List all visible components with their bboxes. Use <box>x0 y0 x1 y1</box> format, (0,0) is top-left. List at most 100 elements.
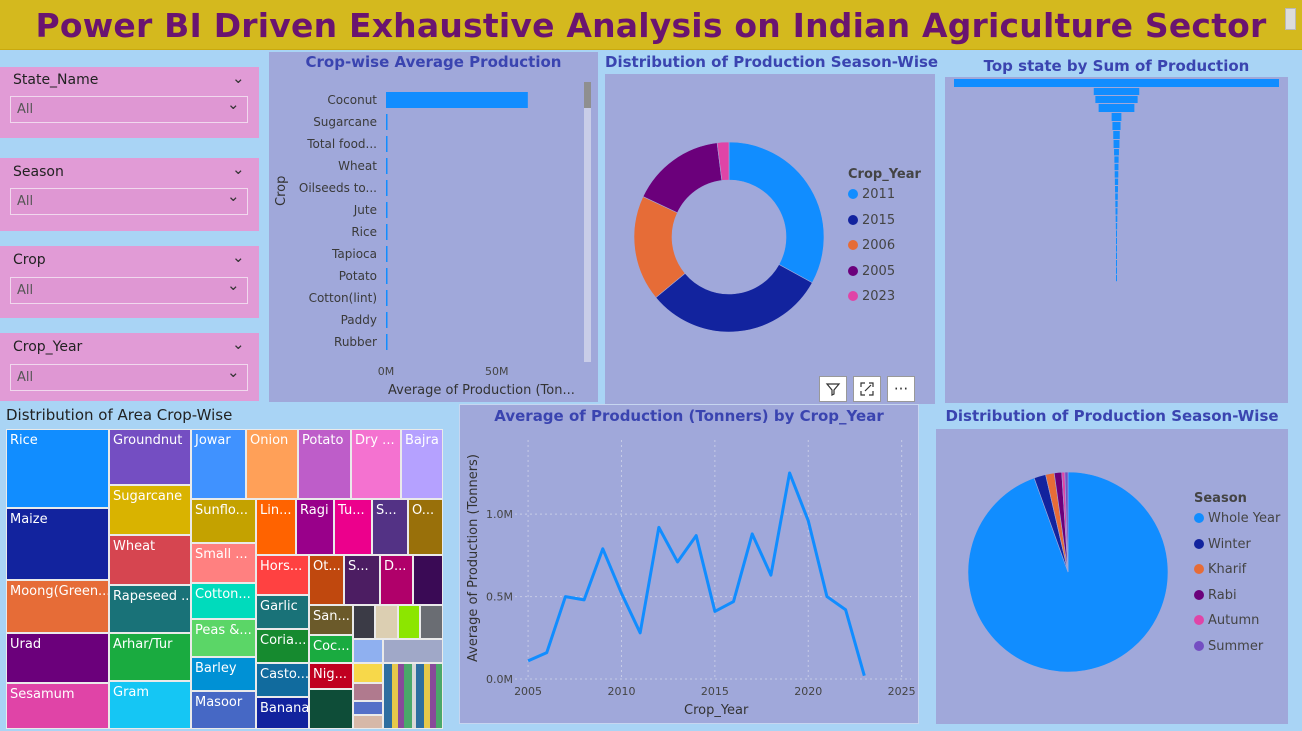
legend-item[interactable]: 2023 <box>848 289 895 315</box>
year-donut-chart[interactable] <box>605 74 845 404</box>
bar[interactable] <box>386 92 528 108</box>
treemap-cell[interactable]: Bajra <box>401 429 443 499</box>
treemap-cell[interactable]: Lin... <box>256 499 296 555</box>
treemap-cell[interactable]: Maize <box>6 508 109 580</box>
funnel-bar[interactable] <box>954 79 1279 87</box>
treemap-cell[interactable]: Casto... <box>256 663 309 697</box>
legend-item[interactable]: Kharif <box>1194 562 1280 588</box>
funnel-bar[interactable] <box>1116 237 1117 245</box>
area-treemap[interactable]: Rice Maize Moong(Green... Urad Sesamum G… <box>6 429 443 729</box>
funnel-bar[interactable] <box>1115 215 1118 222</box>
treemap-cell[interactable] <box>353 605 375 639</box>
slicer-dropdown[interactable]: All ⌄ <box>10 187 248 215</box>
treemap-cell[interactable]: Wheat <box>109 535 191 585</box>
funnel-bar[interactable] <box>1112 122 1121 130</box>
year-line-panel[interactable] <box>459 404 919 724</box>
treemap-cell[interactable] <box>353 683 383 701</box>
bar[interactable] <box>386 202 388 218</box>
treemap-cell[interactable] <box>383 639 443 663</box>
treemap-cell[interactable]: Rapeseed ... <box>109 585 191 633</box>
slicer-state-name[interactable]: State_Name ⌄ All ⌄ <box>0 67 259 138</box>
funnel-bar[interactable] <box>1116 230 1117 237</box>
slicer-crop-year[interactable]: Crop_Year ⌄ All ⌄ <box>0 333 259 401</box>
funnel-bar[interactable] <box>1114 149 1119 156</box>
slicer-dropdown[interactable]: All ⌄ <box>10 363 248 391</box>
treemap-cell[interactable]: Gram <box>109 681 191 729</box>
funnel-bar[interactable] <box>1093 88 1140 95</box>
funnel-bar[interactable] <box>1115 193 1118 200</box>
bar[interactable] <box>386 136 388 152</box>
treemap-cell[interactable] <box>353 663 383 683</box>
bar[interactable] <box>386 114 388 130</box>
treemap-cell[interactable]: Moong(Green... <box>6 580 109 633</box>
funnel-bar[interactable] <box>1116 252 1117 259</box>
bar[interactable] <box>386 180 388 196</box>
slice[interactable] <box>1064 471 1069 573</box>
chevron-down-icon[interactable]: ⌄ <box>232 160 245 178</box>
treemap-cell[interactable]: Sugarcane <box>109 485 191 535</box>
page-scrollbar[interactable] <box>1285 8 1296 30</box>
state-funnel-chart[interactable] <box>945 77 1288 403</box>
chevron-down-icon[interactable]: ⌄ <box>232 69 245 87</box>
funnel-bar[interactable] <box>1098 104 1135 112</box>
bar[interactable] <box>386 246 388 262</box>
bar[interactable] <box>386 334 388 350</box>
legend-item[interactable]: 2006 <box>848 238 895 264</box>
treemap-cell[interactable]: O... <box>408 499 443 555</box>
treemap-cell[interactable]: Sunflo... <box>191 499 256 543</box>
treemap-cell[interactable]: Rice <box>6 429 109 508</box>
treemap-cell[interactable]: Coria... <box>256 629 309 663</box>
funnel-bar[interactable] <box>1114 178 1119 185</box>
treemap-cell[interactable]: Groundnut <box>109 429 191 485</box>
treemap-cell[interactable]: Banana <box>256 697 309 729</box>
slicer-dropdown[interactable]: All ⌄ <box>10 276 248 304</box>
funnel-bar[interactable] <box>1114 156 1119 163</box>
funnel-bar[interactable] <box>1115 208 1118 215</box>
treemap-cell[interactable]: Arhar/Tur <box>109 633 191 681</box>
slice[interactable] <box>716 141 730 181</box>
funnel-bar[interactable] <box>1116 267 1117 274</box>
treemap-cell[interactable]: Ot... <box>309 555 344 605</box>
treemap-cell[interactable]: Garlic <box>256 595 309 629</box>
slice[interactable] <box>728 141 825 284</box>
treemap-cell[interactable]: D... <box>380 555 413 605</box>
funnel-bar[interactable] <box>1116 245 1117 252</box>
slicer-dropdown[interactable]: All ⌄ <box>10 95 248 123</box>
crop-bar-chart[interactable]: Coconut Sugarcane Total food... Wheat Oilsee… <box>269 72 598 402</box>
treemap-cell[interactable]: Potato <box>298 429 351 499</box>
bar[interactable] <box>386 312 388 328</box>
slice[interactable] <box>655 264 813 333</box>
treemap-cell[interactable]: S... <box>344 555 380 605</box>
funnel-bar[interactable] <box>1115 223 1118 230</box>
funnel-bar[interactable] <box>1115 200 1118 208</box>
legend-item[interactable]: 2005 <box>848 264 895 290</box>
treemap-cell[interactable]: S... <box>372 499 408 555</box>
treemap-cell[interactable] <box>375 605 398 639</box>
legend-item[interactable]: Whole Year <box>1194 511 1280 537</box>
slicer-crop[interactable]: Crop ⌄ All ⌄ <box>0 246 259 318</box>
funnel-bar[interactable] <box>1113 131 1120 139</box>
treemap-cell[interactable]: Cotton... <box>191 583 256 619</box>
legend-item[interactable]: Summer <box>1194 639 1280 665</box>
funnel-bar[interactable] <box>1115 186 1118 193</box>
treemap-cell[interactable]: Sesamum <box>6 683 109 729</box>
treemap-cell[interactable]: Dry ... <box>351 429 401 499</box>
treemap-cell[interactable]: Small ... <box>191 543 256 583</box>
funnel-bar[interactable] <box>1111 113 1122 121</box>
more-options-button[interactable]: ··· <box>887 376 915 402</box>
year-line-chart[interactable]: 2005 2010 2015 2020 2025 0.0M 0.5M 1.0M <box>459 428 919 724</box>
chevron-down-icon[interactable]: ⌄ <box>232 335 245 353</box>
treemap-cell[interactable]: Coc... <box>309 635 353 663</box>
funnel-bar[interactable] <box>1116 260 1117 267</box>
treemap-cell[interactable]: Hors... <box>256 555 309 595</box>
bar[interactable] <box>386 158 388 174</box>
funnel-bar[interactable] <box>1095 96 1138 103</box>
legend-item[interactable]: Rabi <box>1194 588 1280 614</box>
chart-scrollbar[interactable] <box>584 82 591 362</box>
treemap-cell[interactable]: Ragi <box>296 499 334 555</box>
legend-item[interactable]: Winter <box>1194 537 1280 563</box>
treemap-cell[interactable]: Barley <box>191 657 256 691</box>
treemap-cell[interactable]: Onion <box>246 429 298 499</box>
treemap-cell[interactable]: Jowar <box>191 429 246 499</box>
season-pie-chart[interactable] <box>936 429 1186 724</box>
